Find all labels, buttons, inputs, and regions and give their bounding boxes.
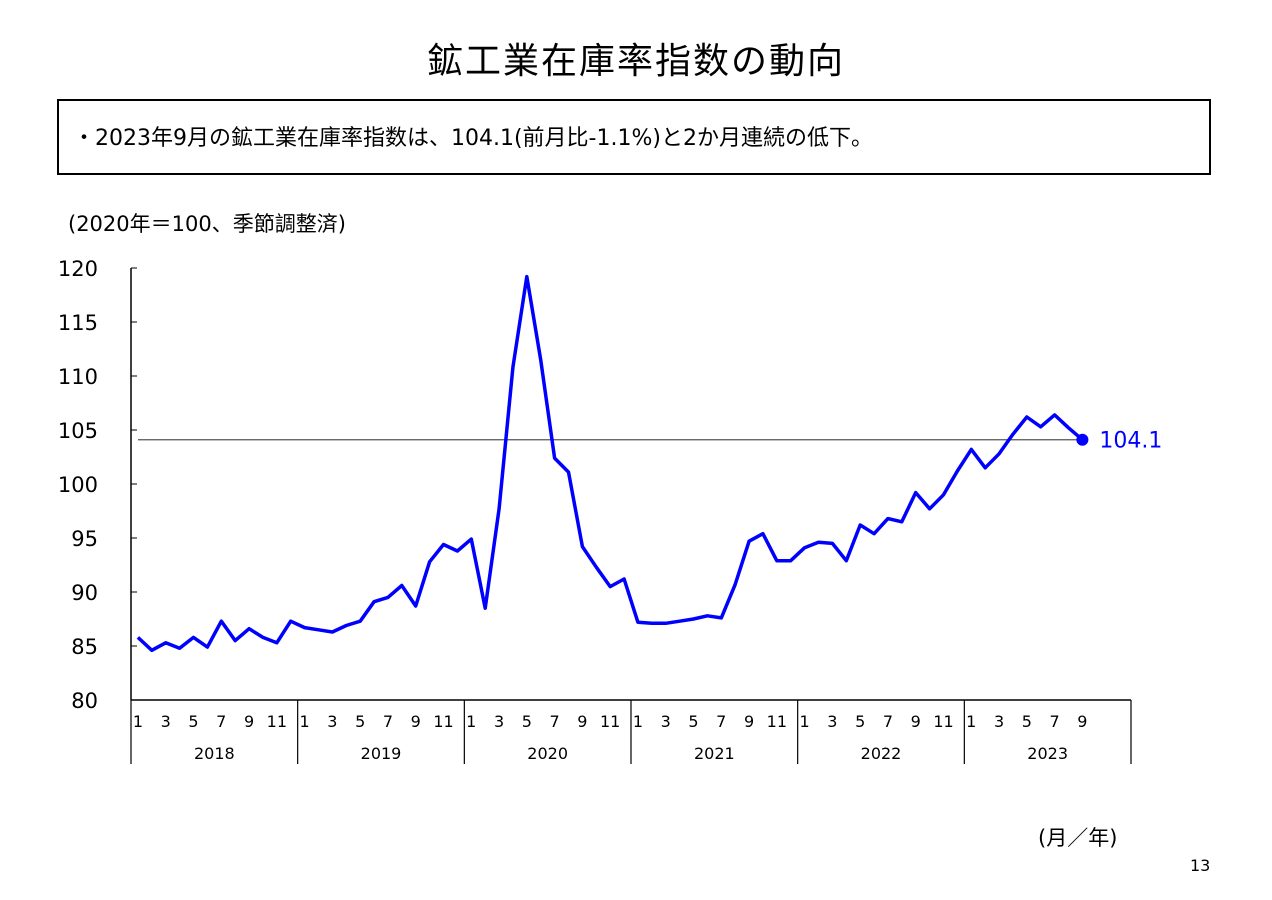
x-tick-label: 7 bbox=[716, 712, 726, 731]
x-tick-label: 11 bbox=[933, 712, 953, 731]
x-year-label: 2020 bbox=[527, 744, 568, 763]
x-tick-label: 7 bbox=[883, 712, 893, 731]
x-tick-label: 5 bbox=[522, 712, 532, 731]
x-tick-label: 3 bbox=[827, 712, 837, 731]
x-tick-label: 9 bbox=[411, 712, 421, 731]
y-tick-label: 95 bbox=[71, 527, 98, 551]
x-tick-label: 11 bbox=[433, 712, 453, 731]
x-tick-label: 9 bbox=[244, 712, 254, 731]
x-tick-label: 1 bbox=[466, 712, 476, 731]
x-tick-label: 1 bbox=[633, 712, 643, 731]
x-tick-label: 11 bbox=[600, 712, 620, 731]
x-year-label: 2021 bbox=[694, 744, 735, 763]
x-axis-unit-label: (月／年) bbox=[1038, 826, 1118, 850]
x-tick-label: 3 bbox=[661, 712, 671, 731]
y-tick-label: 85 bbox=[71, 635, 98, 659]
y-tick-label: 110 bbox=[58, 365, 98, 389]
x-tick-label: 7 bbox=[216, 712, 226, 731]
x-tick-label: 1 bbox=[133, 712, 143, 731]
y-tick-label: 80 bbox=[71, 689, 98, 713]
x-year-label: 2018 bbox=[194, 744, 235, 763]
x-tick-label: 5 bbox=[1022, 712, 1032, 731]
y-tick-label: 115 bbox=[58, 311, 98, 335]
summary-box: ・2023年9月の鉱工業在庫率指数は、104.1(前月比-1.1%)と2か月連続… bbox=[57, 99, 1211, 175]
x-tick-label: 7 bbox=[550, 712, 560, 731]
x-tick-label: 1 bbox=[300, 712, 310, 731]
x-tick-label: 5 bbox=[688, 712, 698, 731]
x-year-label: 2023 bbox=[1027, 744, 1068, 763]
x-tick-label: 3 bbox=[327, 712, 337, 731]
y-tick-label: 100 bbox=[58, 473, 98, 497]
x-tick-label: 9 bbox=[1077, 712, 1087, 731]
x-tick-label: 1 bbox=[966, 712, 976, 731]
x-tick-label: 9 bbox=[577, 712, 587, 731]
x-year-label: 2019 bbox=[361, 744, 402, 763]
x-tick-label: 1 bbox=[800, 712, 810, 731]
y-tick-label: 120 bbox=[58, 257, 98, 281]
y-tick-label: 90 bbox=[71, 581, 98, 605]
x-tick-label: 11 bbox=[267, 712, 287, 731]
x-tick-label: 3 bbox=[994, 712, 1004, 731]
x-tick-label: 7 bbox=[1050, 712, 1060, 731]
end-point-marker bbox=[1076, 433, 1089, 446]
x-year-label: 2022 bbox=[861, 744, 902, 763]
x-tick-label: 9 bbox=[911, 712, 921, 731]
x-tick-label: 5 bbox=[355, 712, 365, 731]
y-axis-unit-label: (2020年＝100、季節調整済) bbox=[68, 212, 346, 236]
end-value-label: 104.1 bbox=[1099, 429, 1162, 454]
x-tick-label: 11 bbox=[767, 712, 787, 731]
series-line bbox=[136, 274, 1084, 653]
x-tick-label: 5 bbox=[188, 712, 198, 731]
x-tick-label: 7 bbox=[383, 712, 393, 731]
x-tick-label: 5 bbox=[855, 712, 865, 731]
x-tick-label: 3 bbox=[161, 712, 171, 731]
y-tick-label: 105 bbox=[58, 419, 98, 443]
x-tick-label: 3 bbox=[494, 712, 504, 731]
x-tick-label: 9 bbox=[744, 712, 754, 731]
page-title: 鉱工業在庫率指数の動向 bbox=[426, 41, 845, 82]
page-number: 13 bbox=[1190, 856, 1211, 875]
